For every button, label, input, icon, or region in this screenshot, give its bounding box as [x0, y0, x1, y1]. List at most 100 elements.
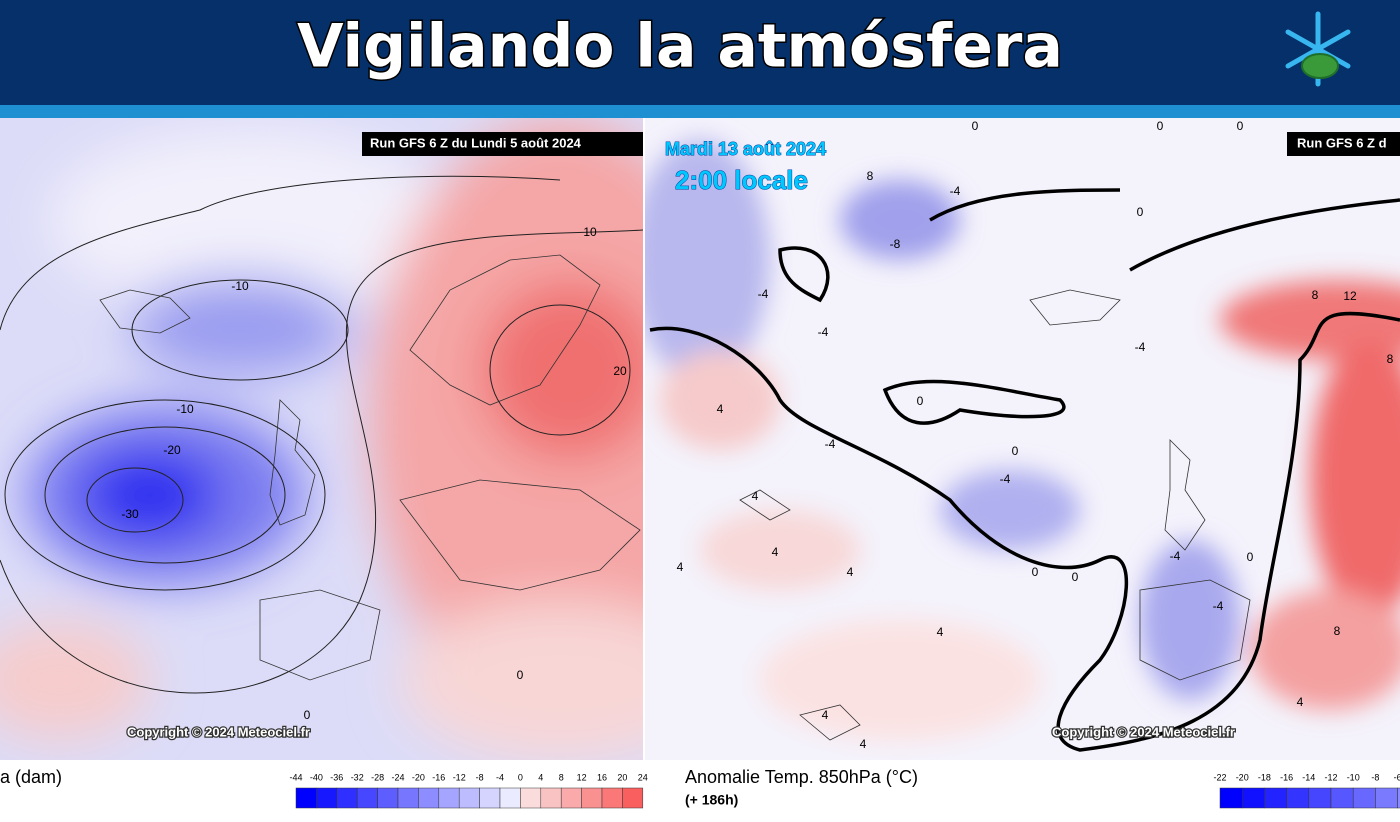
logo: [1285, 11, 1351, 87]
contour-label: 10: [583, 225, 597, 239]
scale-label: -4: [496, 772, 504, 782]
scale-label: -24: [391, 772, 404, 782]
scale-cell: [1286, 787, 1310, 809]
contour-label: 0: [917, 394, 924, 408]
scale-cell: [581, 787, 603, 809]
run-label: Run GFS 6 Z d: [1297, 135, 1387, 150]
scale-label: -40: [310, 772, 323, 782]
scale-cell: [499, 787, 521, 809]
scale-cell: [520, 787, 542, 809]
contour-label: -4: [950, 184, 961, 198]
contour-label: -20: [163, 443, 181, 457]
scale-cell: [418, 787, 440, 809]
contour-label: 8: [1334, 624, 1341, 638]
contour-label: 8: [1312, 288, 1319, 302]
scale-label: -8: [1371, 772, 1379, 782]
contour-label: -4: [1170, 549, 1181, 563]
scale-cell: [622, 787, 644, 809]
scale-label: -12: [1324, 772, 1337, 782]
scale-label: 12: [577, 772, 587, 782]
scale-label: -28: [371, 772, 384, 782]
scale-label: 16: [597, 772, 607, 782]
scale-cell: [1397, 787, 1400, 809]
scale-label: -44: [289, 772, 302, 782]
scale-cell: [316, 787, 338, 809]
scale-label: -16: [1280, 772, 1293, 782]
scale-label: -12: [453, 772, 466, 782]
scale-label: -6: [1394, 772, 1400, 782]
scale-cell: [397, 787, 419, 809]
scale-label: 4: [538, 772, 543, 782]
contour-label: 4: [847, 565, 854, 579]
contour-label: -4: [758, 287, 769, 301]
contour-label: 0: [1247, 550, 1254, 564]
scale-cell: [295, 787, 317, 809]
contour-label: -4: [825, 437, 836, 451]
scale-cell: [1264, 787, 1287, 809]
contour-label: 0: [1157, 119, 1164, 133]
contour-label: 4: [772, 545, 779, 559]
forecast-hours: (+ 186h): [685, 792, 738, 808]
scale-label: -8: [476, 772, 484, 782]
scale-cell: [458, 787, 480, 809]
scale-cell: [1330, 787, 1354, 809]
contour-label: 12: [1343, 289, 1357, 303]
scale-cell: [601, 787, 623, 809]
contour-label: 8: [1387, 352, 1394, 366]
scale-label: -16: [432, 772, 445, 782]
left-map: [0, 118, 643, 760]
left-caption: a (dam): [0, 767, 62, 787]
contour-label: 4: [860, 737, 867, 751]
scale-label: -20: [1236, 772, 1249, 782]
copyright: Copyright © 2024 Meteociel.fr: [127, 724, 310, 739]
contour-label: 8: [867, 169, 874, 183]
header-stripe: [0, 105, 1400, 118]
contour-label: 4: [717, 402, 724, 416]
contour-label: 4: [752, 489, 759, 503]
scale-cell: [377, 787, 399, 809]
scale-label: 8: [559, 772, 564, 782]
contour-label: 0: [1072, 570, 1079, 584]
scale-cell: [438, 787, 460, 809]
contour-label: 0: [972, 119, 979, 133]
scale-cell: [1352, 787, 1376, 809]
scale-label: -22: [1213, 772, 1226, 782]
scale-cell: [479, 787, 501, 809]
scale-label: -32: [351, 772, 364, 782]
contour-label: -30: [121, 507, 139, 521]
contour-label: -4: [1000, 472, 1011, 486]
scale-label: -20: [412, 772, 425, 782]
scale-cell: [1375, 787, 1398, 809]
contour-label: -8: [890, 237, 901, 251]
contour-label: -4: [1213, 599, 1224, 613]
contour-label: 0: [1137, 205, 1144, 219]
contour-label: -10: [231, 279, 249, 293]
scale-cell: [560, 787, 582, 809]
scale-cell: [540, 787, 562, 809]
header-bar: [0, 0, 1400, 105]
scale-label: -14: [1302, 772, 1315, 782]
right-caption: Anomalie Temp. 850hPa (°C): [685, 767, 918, 787]
contour-label: -4: [818, 325, 829, 339]
header-title: Vigilando la atmósfera: [297, 12, 1063, 82]
contour-label: 0: [1237, 119, 1244, 133]
scale-label: 0: [518, 772, 523, 782]
contour-label: 0: [304, 708, 311, 722]
contour-label: 4: [1297, 695, 1304, 709]
forecast-date: Mardi 13 août 2024: [665, 139, 826, 159]
scale-cell: [336, 787, 358, 809]
scale-cell: [1241, 787, 1265, 809]
contour-label: 0: [1032, 565, 1039, 579]
contour-label: 0: [517, 668, 524, 682]
copyright: Copyright © 2024 Meteociel.fr: [1052, 724, 1235, 739]
scale-cell: [1308, 787, 1332, 809]
scale-label: -10: [1347, 772, 1360, 782]
contour-label: 0: [1012, 444, 1019, 458]
contour-label: -4: [1135, 340, 1146, 354]
scale-label: -18: [1258, 772, 1271, 782]
scale-label: -36: [330, 772, 343, 782]
scale-cell: [356, 787, 378, 809]
scale-label: 24: [638, 772, 648, 782]
contour-label: 4: [937, 625, 944, 639]
